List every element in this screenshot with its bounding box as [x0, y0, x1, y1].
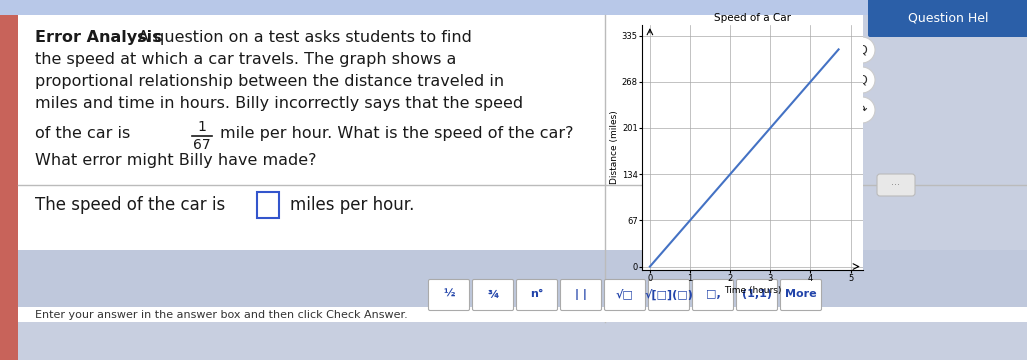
Bar — [18, 250, 1027, 322]
Bar — [0, 15, 18, 360]
Text: A question on a test asks students to find: A question on a test asks students to fi… — [138, 30, 471, 45]
Text: Error Analysis: Error Analysis — [35, 30, 161, 45]
Text: miles and time in hours. Billy incorrectly says that the speed: miles and time in hours. Billy incorrect… — [35, 96, 523, 111]
Text: n°: n° — [530, 289, 543, 299]
Text: proportional relationship between the distance traveled in: proportional relationship between the di… — [35, 74, 504, 89]
Text: miles per hour.: miles per hour. — [290, 196, 414, 214]
Title: Speed of a Car: Speed of a Car — [714, 13, 791, 23]
FancyBboxPatch shape — [648, 279, 689, 310]
FancyBboxPatch shape — [428, 279, 469, 310]
FancyBboxPatch shape — [877, 174, 915, 196]
Text: Q: Q — [858, 73, 867, 86]
X-axis label: Time (hours): Time (hours) — [724, 286, 781, 295]
FancyBboxPatch shape — [605, 279, 646, 310]
Text: Question Hel: Question Hel — [908, 12, 988, 24]
Text: Enter your answer in the answer box and then click Check Answer.: Enter your answer in the answer box and … — [35, 310, 408, 320]
FancyBboxPatch shape — [692, 279, 733, 310]
Bar — [18, 15, 863, 322]
Y-axis label: Distance (miles): Distance (miles) — [610, 111, 619, 184]
Text: ¾: ¾ — [487, 289, 499, 299]
Bar — [18, 307, 1027, 322]
Text: □,: □, — [706, 289, 720, 299]
Text: 1: 1 — [197, 120, 206, 134]
FancyBboxPatch shape — [781, 279, 822, 310]
FancyBboxPatch shape — [472, 279, 514, 310]
FancyBboxPatch shape — [517, 279, 558, 310]
Text: What error might Billy have made?: What error might Billy have made? — [35, 153, 316, 168]
Text: | |: | | — [575, 288, 587, 300]
Bar — [18, 185, 863, 322]
Bar — [257, 192, 279, 218]
Text: 67: 67 — [193, 138, 211, 152]
Text: √[□](□): √[□](□) — [645, 288, 693, 300]
Text: (1,1): (1,1) — [741, 289, 772, 299]
FancyBboxPatch shape — [561, 279, 602, 310]
Text: Q: Q — [858, 44, 867, 57]
Text: More: More — [786, 289, 816, 299]
Text: the speed at which a car travels. The graph shows a: the speed at which a car travels. The gr… — [35, 52, 456, 67]
FancyBboxPatch shape — [736, 279, 777, 310]
Text: ½: ½ — [444, 289, 455, 299]
Text: mile per hour. What is the speed of the car?: mile per hour. What is the speed of the … — [220, 126, 573, 141]
Text: of the car is: of the car is — [35, 126, 130, 141]
Text: √□: √□ — [616, 289, 634, 300]
FancyBboxPatch shape — [868, 0, 1027, 37]
Bar — [0, 0, 1027, 15]
Text: ···: ··· — [891, 180, 901, 190]
Circle shape — [849, 37, 875, 63]
Circle shape — [849, 97, 875, 123]
Circle shape — [849, 67, 875, 93]
Text: ↷: ↷ — [857, 104, 867, 117]
Text: The speed of the car is: The speed of the car is — [35, 196, 225, 214]
